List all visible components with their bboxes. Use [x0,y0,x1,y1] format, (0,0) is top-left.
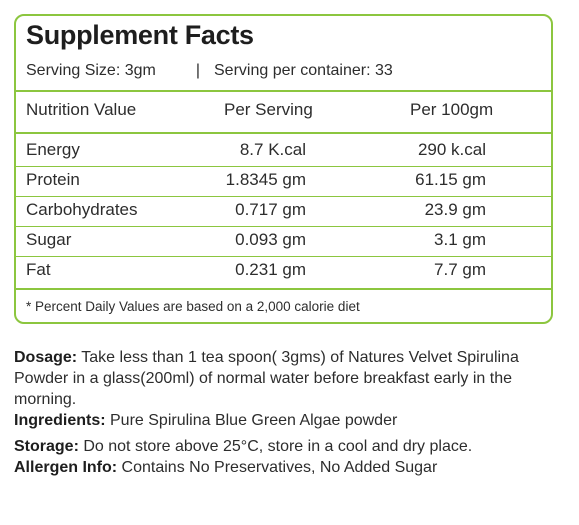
serving-info: Serving Size: 3gm | Serving per container:… [26,62,393,80]
footnote: * Percent Daily Values are based on a 2,… [26,299,360,314]
row-carbohydrates-per-100gm: 23.9 gm [424,200,486,219]
row-divider [16,166,551,167]
ingredients-text: Pure Spirulina Blue Green Algae powder [105,412,398,429]
storage-paragraph: Storage: Do not store above 25°C, store … [14,436,564,457]
table-row: Sugar 0.093 gm 3.1 gm [16,226,551,256]
row-fat-name: Fat [26,260,51,279]
row-protein-name: Protein [26,170,80,189]
header-nutrition-value: Nutrition Value [26,100,137,119]
serving-separator: | [195,62,200,79]
storage-label: Storage: [14,438,79,455]
ingredients-paragraph: Ingredients: Pure Spirulina Blue Green A… [14,410,564,431]
divider-header-bottom [16,132,551,134]
row-energy-per-serving: 8.7 K.cal [239,140,306,159]
row-carbohydrates-per-serving: 0.717 gm [235,200,306,219]
row-fat-per-serving: 0.231 gm [235,260,306,279]
row-sugar-name: Sugar [26,230,72,249]
header-per-100gm: Per 100gm [410,100,494,119]
row-divider [16,256,551,257]
table-header: Nutrition Value Per Serving Per 100gm [16,96,551,126]
storage-text: Do not store above 25°C, store in a cool… [78,438,473,455]
dosage-label: Dosage: [14,349,78,366]
allergen-paragraph: Allergen Info: Contains No Preservatives… [14,457,564,478]
row-sugar-per-serving: 0.093 gm [235,230,306,249]
row-energy-name: Energy [26,140,80,159]
ingredients-label: Ingredients: [14,412,106,429]
row-divider [16,226,551,227]
allergen-text: Contains No Preservatives, No Added Suga… [117,459,438,476]
row-protein-per-100gm: 61.15 gm [415,170,486,189]
product-info: Dosage: Take less than 1 tea spoon( 3gms… [14,347,564,478]
serving-size: Serving Size: 3gm [26,62,156,79]
divider-header-top [16,90,551,92]
row-carbohydrates-name: Carbohydrates [26,200,138,219]
allergen-label: Allergen Info: [14,459,118,476]
dosage-text: Take less than 1 tea spoon( 3gms) of Nat… [14,349,519,408]
row-fat-per-100gm: 7.7 gm [434,260,486,279]
dosage-paragraph: Dosage: Take less than 1 tea spoon( 3gms… [14,347,564,410]
row-energy-per-100gm: 290 k.cal [417,140,486,159]
table-row: Energy 8.7 K.cal 290 k.cal [16,136,551,166]
serving-per-container: Serving per container: 33 [214,62,393,79]
row-protein-per-serving: 1.8345 gm [225,170,306,189]
row-divider [16,196,551,197]
table-row: Carbohydrates 0.717 gm 23.9 gm [16,196,551,226]
panel-title: Supplement Facts [26,20,254,50]
header-per-serving: Per Serving [224,100,313,119]
divider-footnote [16,288,551,290]
row-sugar-per-100gm: 3.1 gm [434,230,486,249]
table-row: Fat 0.231 gm 7.7 gm [16,256,551,286]
table-row: Protein 1.8345 gm 61.15 gm [16,166,551,196]
supplement-facts-panel: Supplement Facts Serving Size: 3gm | Servi… [14,14,553,324]
